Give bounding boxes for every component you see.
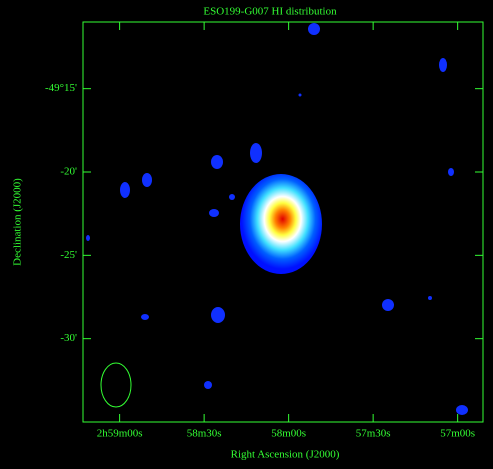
y-axis-label: Declination (J2000) <box>12 178 24 266</box>
x-tick-label: 58m30s <box>187 428 222 440</box>
y-tick-label: -25' <box>60 249 77 261</box>
y-tick-label: -30' <box>60 332 77 344</box>
x-axis-label: Right Ascension (J2000) <box>231 449 340 461</box>
y-tick-label: -20' <box>60 166 77 178</box>
x-tick-label: 2h59m00s <box>97 428 143 440</box>
beam <box>100 362 132 408</box>
emission-blobs <box>86 23 468 415</box>
x-tick-label: 57m30s <box>356 428 391 440</box>
y-tick-label: -49°15' <box>45 82 77 94</box>
chart-title: ESO199-G007 HI distribution <box>203 6 337 18</box>
x-tick-label: 58m00s <box>271 428 306 440</box>
x-tick-label: 57m00s <box>440 428 475 440</box>
frame <box>82 21 484 423</box>
galaxy <box>240 174 322 274</box>
